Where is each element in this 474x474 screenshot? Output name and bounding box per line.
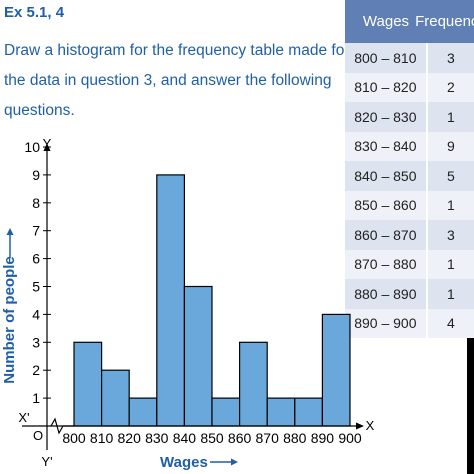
- histogram-bar: [156, 174, 186, 427]
- y-tick-label: 6: [32, 251, 40, 267]
- table-header: Wages Frequency: [345, 0, 474, 43]
- x-tick-label: 880: [283, 430, 307, 446]
- origin-label: O: [33, 428, 43, 443]
- x-tick-label: 840: [173, 430, 197, 446]
- x-axis-letter: X: [366, 418, 375, 433]
- wages-cell: 880 – 890: [354, 285, 417, 302]
- question-text: Draw a histogram for the frequency table…: [4, 42, 350, 119]
- y-axis-title: Number of people: [1, 256, 18, 384]
- y-tick-label: 7: [32, 223, 40, 239]
- table-row: 800 – 810 3: [345, 43, 474, 73]
- histogram-bar: [239, 341, 268, 427]
- x-tick-label: 810: [90, 430, 114, 446]
- wages-cell: 800 – 810: [354, 49, 417, 66]
- x-axis-arrow: [356, 422, 364, 430]
- table-row: 860 – 870 3: [345, 220, 474, 250]
- y-tick-label: 5: [32, 279, 40, 295]
- frequency-cell: 1: [425, 249, 474, 279]
- x-axis-title: Wages: [160, 454, 208, 471]
- x-tick-label: 870: [256, 430, 280, 446]
- y-tick-label: 2: [32, 362, 40, 378]
- wages-cell: 830 – 840: [354, 138, 417, 155]
- histogram-bar: [266, 397, 296, 427]
- histogram-bar: [183, 285, 213, 427]
- histogram-bar: [294, 397, 323, 427]
- right-edge-border: [467, 338, 474, 474]
- histogram-bar: [73, 341, 103, 427]
- wages-cell: 860 – 870: [354, 226, 417, 243]
- x-tick-label: 850: [200, 430, 224, 446]
- x-tick-label: 820: [118, 430, 142, 446]
- x-tick-label: 890: [311, 430, 335, 446]
- x-tick-label: 800: [62, 430, 86, 446]
- y-axis-letter: Y: [43, 136, 52, 151]
- wages-cell: 820 – 830: [354, 108, 417, 125]
- frequency-cell: 1: [425, 102, 474, 132]
- table-row: 850 – 860 1: [345, 190, 474, 220]
- y-tick-label: 4: [32, 306, 40, 322]
- wages-cell: 870 – 880: [354, 256, 417, 273]
- frequency-cell: 1: [425, 190, 474, 220]
- y-neg-axis-letter: Y': [41, 454, 52, 469]
- exercise-title: Ex 5.1, 4: [4, 4, 65, 21]
- table-row: 890 – 900 4: [345, 308, 474, 338]
- x-tick-label: 830: [145, 430, 169, 446]
- table-row: 840 – 850 5: [345, 161, 474, 191]
- histogram-bar: [211, 397, 241, 427]
- frequency-cell: 5: [425, 161, 474, 191]
- frequency-cell: 9: [425, 131, 474, 161]
- table-row: 820 – 830 1: [345, 102, 474, 132]
- frequency-cell: 3: [425, 43, 474, 73]
- histogram-bar: [100, 369, 130, 427]
- table-row: 810 – 820 2: [345, 72, 474, 102]
- x-axis-title-arrow-head: [231, 458, 238, 466]
- wages-cell: 810 – 820: [354, 79, 417, 96]
- frequency-cell: 2: [425, 72, 474, 102]
- wages-cell: 840 – 850: [354, 167, 417, 184]
- y-axis-title-arrow-head: [6, 228, 14, 235]
- column-header-wages: Wages: [362, 13, 410, 30]
- column-header-frequency: Frequency: [415, 13, 474, 30]
- table-row: 870 – 880 1: [345, 249, 474, 279]
- wages-cell: 850 – 860: [354, 197, 417, 214]
- y-tick-label: 10: [24, 139, 40, 155]
- frequency-cell: 1: [425, 279, 474, 309]
- table-row: 880 – 890 1: [345, 279, 474, 309]
- y-tick-label: 3: [32, 334, 40, 350]
- axis-break-kink: [50, 417, 74, 435]
- x-tick-label: 860: [228, 430, 252, 446]
- y-tick-label: 8: [32, 195, 40, 211]
- x-neg-axis-letter: X': [18, 410, 29, 425]
- wages-cell: 890 – 900: [354, 315, 417, 332]
- histogram-bar: [321, 313, 351, 427]
- y-tick-label: 9: [32, 167, 40, 183]
- frequency-cell: 3: [425, 220, 474, 250]
- table-row: 830 – 840 9: [345, 131, 474, 161]
- frequency-cell: 4: [425, 308, 474, 338]
- x-tick-label: 900: [338, 430, 362, 446]
- y-tick-label: 1: [32, 390, 40, 406]
- histogram-bar: [128, 397, 158, 427]
